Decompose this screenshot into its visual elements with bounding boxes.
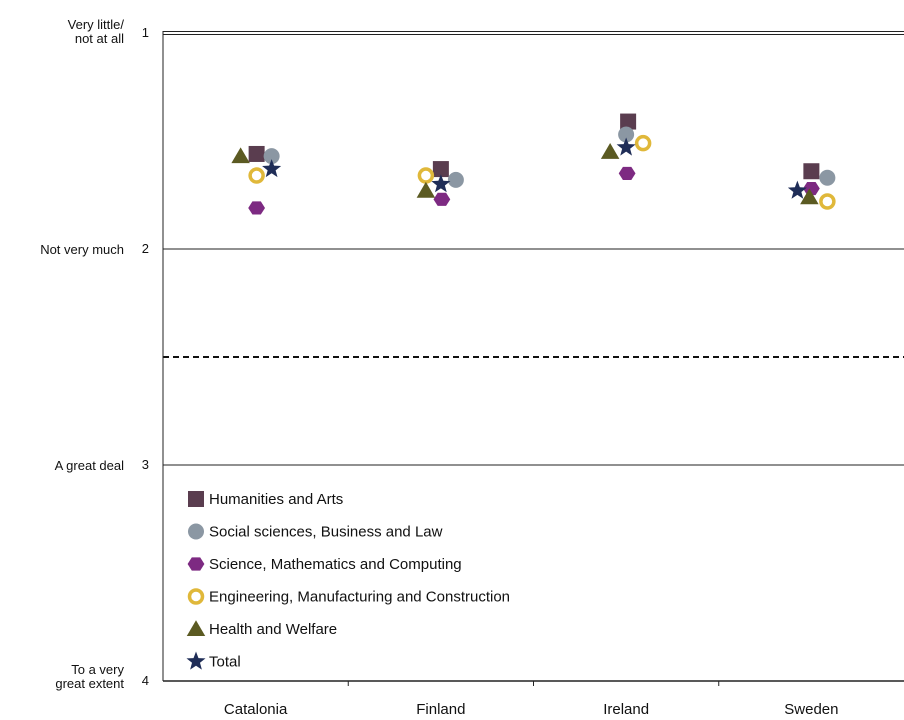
data-point-triangle — [416, 181, 436, 198]
data-point-hexagon — [433, 192, 451, 206]
data-point-triangle — [600, 143, 620, 159]
legend-label: Health and Welfare — [209, 621, 337, 638]
legend-marker-star — [186, 651, 206, 670]
data-point-star — [787, 180, 807, 199]
legend-marker-ring — [187, 588, 205, 605]
data-point-star — [616, 137, 636, 156]
data-point-ring — [634, 134, 652, 152]
data-point-star — [431, 174, 451, 193]
y-descriptor-label: To a very great extent — [55, 662, 124, 691]
data-point-ring — [417, 167, 435, 184]
y-tick-label: 1 — [142, 25, 149, 40]
data-point-ring — [819, 193, 836, 210]
y-tick-label: 3 — [142, 457, 149, 472]
x-tick-label: Catalonia — [224, 701, 288, 718]
legend-label: Engineering, Manufacturing and Construct… — [209, 589, 510, 606]
legend-label: Humanities and Arts — [209, 491, 343, 508]
data-point-hexagon — [618, 166, 636, 180]
x-tick-label: Ireland — [603, 701, 649, 718]
y-descriptor-label: Not very much — [40, 242, 124, 257]
legend-label: Science, Mathematics and Computing — [209, 556, 462, 573]
data-point-ring — [248, 167, 265, 184]
data-point-square — [620, 113, 637, 130]
legend-marker-circle — [188, 523, 204, 540]
data-point-triangle — [800, 188, 819, 205]
data-point-hexagon — [248, 201, 266, 215]
y-tick-label: 2 — [142, 241, 149, 256]
legend-marker-triangle — [186, 620, 206, 637]
data-point-triangle — [231, 147, 250, 164]
legend-label: Social sciences, Business and Law — [209, 524, 443, 541]
data-point-square — [803, 163, 820, 180]
data-point-hexagon — [802, 181, 820, 196]
data-point-square — [248, 145, 265, 162]
legend-marker-hexagon — [187, 557, 205, 571]
data-point-circle — [447, 171, 464, 188]
legend-marker-square — [188, 491, 204, 507]
x-tick-label: Sweden — [784, 701, 838, 718]
x-tick-label: Finland — [416, 701, 465, 718]
legend-label: Total — [209, 654, 241, 671]
y-tick-label: 4 — [142, 673, 149, 688]
data-point-square — [432, 161, 449, 178]
data-point-star — [262, 159, 282, 178]
y-descriptor-label: A great deal — [55, 458, 124, 473]
y-descriptor-label: Very little/not at all — [68, 17, 125, 46]
data-point-circle — [263, 148, 280, 165]
data-point-circle — [819, 169, 836, 186]
data-point-circle — [618, 126, 635, 143]
